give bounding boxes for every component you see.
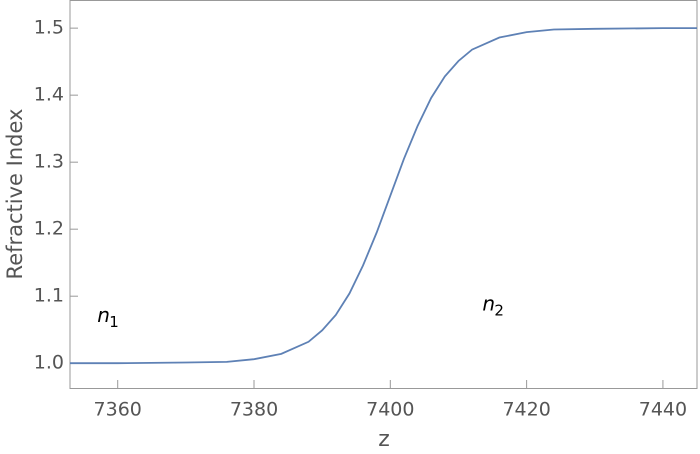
y-tick-label: 1.3 [34, 151, 64, 173]
x-tick-label: 7400 [366, 399, 414, 421]
annotation-subscript: 2 [494, 301, 504, 319]
x-tick-label: 7440 [639, 399, 687, 421]
y-tick-label: 1.4 [34, 84, 64, 106]
data-line [70, 27, 697, 365]
y-axis-label: Refractive Index [3, 109, 27, 280]
x-tick-label: 7380 [230, 399, 278, 421]
annotation-subscript: 1 [109, 313, 119, 331]
y-tick-label: 1.5 [34, 17, 64, 39]
plot-frame [69, 0, 698, 389]
annotation-text: n [97, 303, 110, 327]
y-tick-label: 1.0 [34, 352, 64, 374]
annotation-text: n [482, 291, 495, 315]
x-tick-label: 7360 [94, 399, 142, 421]
y-tick-label: 1.2 [34, 218, 64, 240]
x-tick-label: 7420 [502, 399, 550, 421]
y-tick-label: 1.1 [34, 285, 64, 307]
x-axis-label: z [378, 427, 390, 452]
